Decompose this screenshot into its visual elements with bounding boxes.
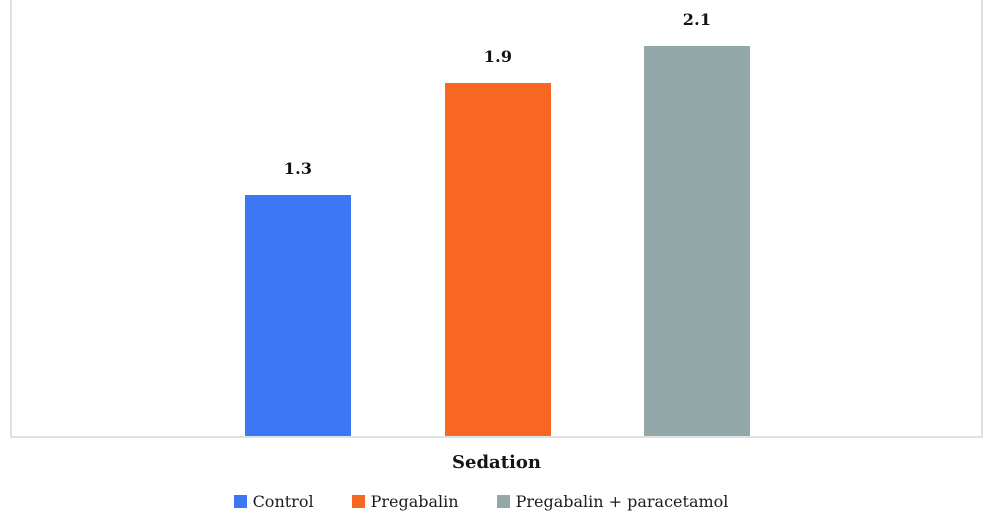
legend-label-control: Control [252, 492, 314, 511]
x-axis-label: Sedation [452, 452, 541, 473]
bar-value-pregabalin-paracetamol: 2.1 [682, 10, 712, 29]
bar-pregabalin [445, 83, 551, 436]
legend-item-pregabalin-paracetamol: Pregabalin + paracetamol [496, 492, 729, 511]
plot-area: 1.3 1.9 2.1 [10, 0, 983, 438]
bar-value-control: 1.3 [283, 159, 313, 178]
bar-pregabalin-paracetamol [644, 46, 750, 436]
legend-swatch-control [233, 495, 247, 508]
bar-value-pregabalin: 1.9 [483, 47, 513, 66]
bar-control [245, 195, 351, 436]
legend-item-pregabalin: Pregabalin [351, 492, 459, 511]
legend-item-control: Control [233, 492, 314, 511]
legend-label-pregabalin: Pregabalin [370, 492, 459, 511]
legend-swatch-pregabalin [351, 495, 365, 508]
legend-swatch-pregabalin-paracetamol [496, 495, 510, 508]
legend: Control Pregabalin Pregabalin + paracetamo… [0, 492, 962, 511]
legend-label-pregabalin-paracetamol: Pregabalin + paracetamol [515, 492, 729, 511]
